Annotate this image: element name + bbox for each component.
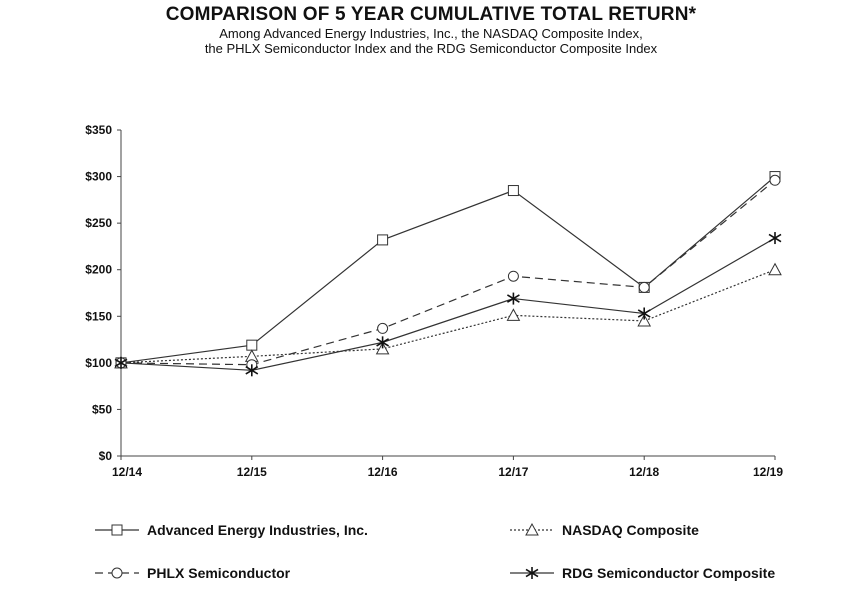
series-line-star [120, 237, 776, 371]
series-layer [114, 171, 782, 377]
series-line-circle [120, 179, 776, 366]
legend-marker-circle-icon [111, 567, 123, 579]
data-point-circle [638, 281, 650, 293]
data-point-triangle [506, 308, 521, 321]
chart-axes: $0 $50 $100 $150 $200 $250 $300 $350 12/14 12/15 1… [85, 123, 783, 479]
x-tick-label: 12/15 [237, 465, 267, 479]
chart-subtitle-line-1: Among Advanced Energy Industries, Inc., … [219, 26, 643, 41]
x-tick-label: 12/17 [498, 465, 528, 479]
series-line-square [120, 176, 776, 364]
legend-label: PHLX Semiconductor [147, 565, 291, 581]
data-point-circle [507, 270, 519, 282]
data-point-square [377, 234, 389, 246]
legend-item: Advanced Energy Industries, Inc. [95, 522, 368, 538]
y-tick-label: $200 [85, 263, 112, 277]
data-point-square [246, 339, 258, 351]
legend-marker-triangle-icon [525, 522, 539, 536]
legend-item: RDG Semiconductor Composite [510, 565, 775, 581]
data-point-square [507, 185, 519, 197]
data-point-triangle [375, 341, 390, 355]
legend-item: PHLX Semiconductor [95, 565, 291, 581]
y-tick-label: $350 [85, 123, 112, 137]
series-line-triangle [120, 269, 776, 364]
y-tick-label: $250 [85, 216, 112, 230]
chart-subtitle-line-2: the PHLX Semiconductor Index and the RDG… [204, 41, 658, 56]
legend-item: NASDAQ Composite [510, 522, 699, 538]
legend-marker-star-icon [525, 567, 539, 579]
legend-marker-square-icon [111, 524, 123, 536]
chart-legend: Advanced Energy Industries, Inc. NASDAQ C… [95, 522, 775, 581]
data-point-star [637, 307, 651, 320]
data-point-star [245, 364, 259, 377]
y-tick-label: $300 [85, 170, 112, 184]
x-tick-label: 12/14 [112, 465, 142, 479]
data-point-circle [769, 174, 781, 186]
y-tick-label: $0 [99, 449, 113, 463]
x-tick-label: 12/18 [629, 465, 659, 479]
y-tick-label: $50 [92, 402, 112, 416]
x-tick-label: 12/16 [368, 465, 398, 479]
legend-label: Advanced Energy Industries, Inc. [147, 522, 368, 538]
data-point-star [506, 292, 520, 305]
y-tick-label: $150 [85, 309, 112, 323]
data-point-triangle [768, 262, 782, 276]
data-point-star [114, 356, 128, 369]
data-point-star [376, 336, 390, 349]
legend-label: NASDAQ Composite [562, 522, 699, 538]
x-tick-label: 12/19 [753, 465, 783, 479]
data-point-triangle [637, 313, 652, 327]
data-point-star [768, 232, 782, 245]
data-point-circle [377, 322, 389, 334]
chart-title: COMPARISON OF 5 YEAR CUMULATIVE TOTAL RE… [165, 4, 697, 25]
y-tick-label: $100 [85, 356, 112, 370]
legend-label: RDG Semiconductor Composite [562, 565, 775, 581]
